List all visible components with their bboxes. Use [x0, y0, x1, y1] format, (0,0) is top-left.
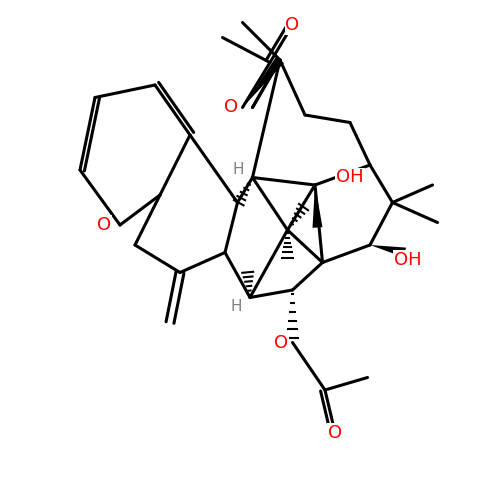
Text: OH: OH — [394, 251, 421, 269]
Text: H: H — [232, 162, 244, 178]
Polygon shape — [312, 185, 322, 228]
Text: H: H — [230, 299, 242, 314]
Text: O: O — [274, 334, 288, 351]
Text: O: O — [328, 424, 342, 442]
Polygon shape — [242, 57, 284, 108]
Polygon shape — [370, 245, 406, 258]
Text: O: O — [224, 98, 238, 116]
Text: O: O — [286, 16, 300, 34]
Text: O: O — [97, 216, 111, 234]
Text: OH: OH — [336, 168, 364, 186]
